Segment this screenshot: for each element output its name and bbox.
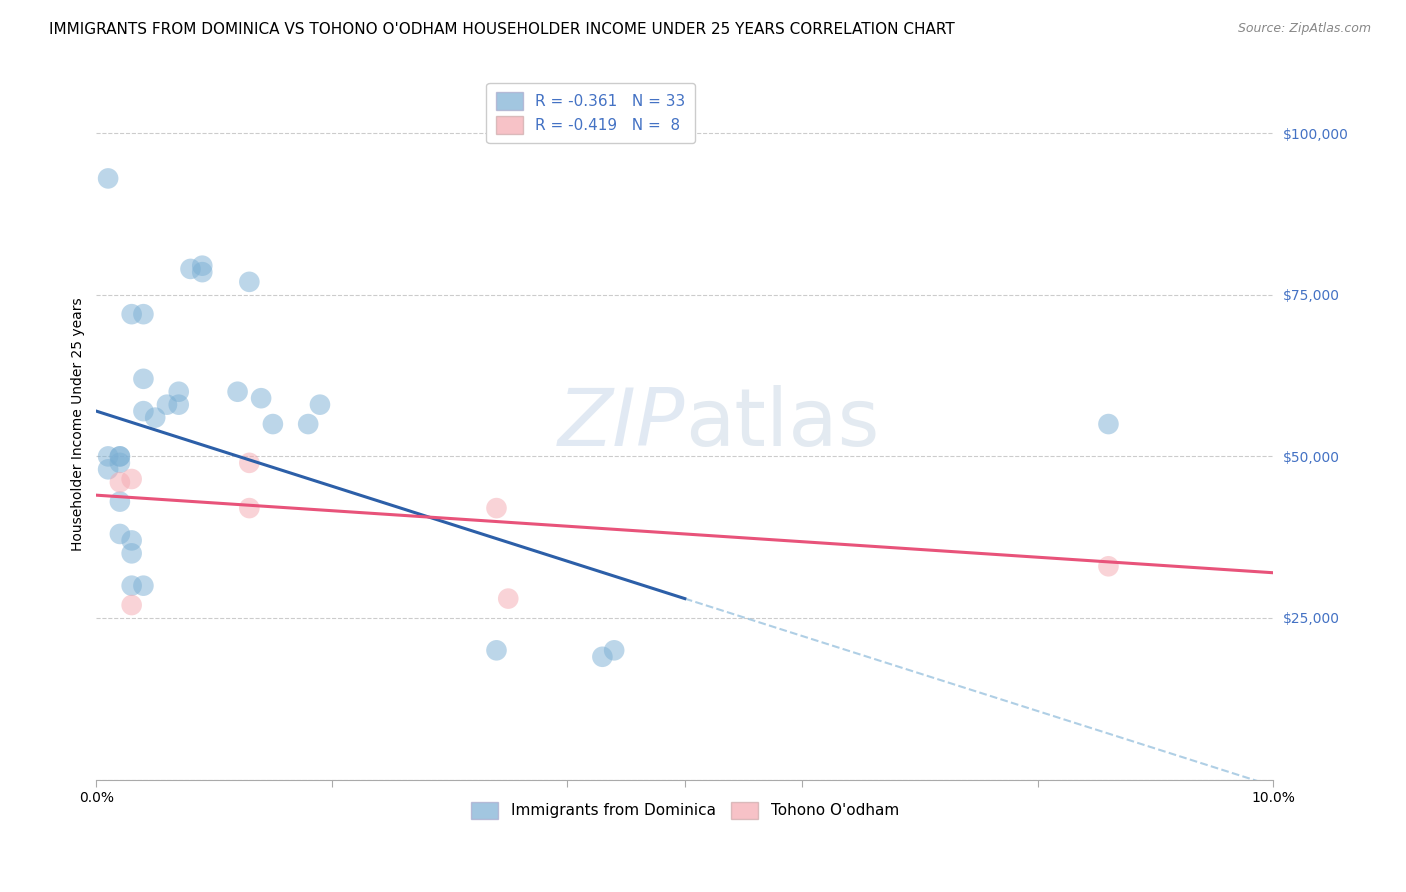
Point <box>121 307 143 321</box>
Text: atlas: atlas <box>685 385 879 463</box>
Point <box>108 450 131 464</box>
Point <box>121 598 143 612</box>
Point <box>121 579 143 593</box>
Point <box>108 475 131 490</box>
Point <box>132 372 155 386</box>
Point <box>591 649 613 664</box>
Point <box>309 398 332 412</box>
Text: IMMIGRANTS FROM DOMINICA VS TOHONO O'ODHAM HOUSEHOLDER INCOME UNDER 25 YEARS COR: IMMIGRANTS FROM DOMINICA VS TOHONO O'ODH… <box>49 22 955 37</box>
Point <box>167 384 190 399</box>
Point <box>121 472 143 486</box>
Point <box>238 275 260 289</box>
Point <box>238 501 260 516</box>
Point <box>132 307 155 321</box>
Point <box>1097 559 1119 574</box>
Point <box>191 265 214 279</box>
Point <box>191 259 214 273</box>
Point <box>121 533 143 548</box>
Point <box>132 404 155 418</box>
Point <box>226 384 249 399</box>
Point <box>132 579 155 593</box>
Text: ZIP: ZIP <box>557 385 685 463</box>
Point <box>156 398 179 412</box>
Point <box>108 494 131 508</box>
Point <box>496 591 519 606</box>
Point <box>1097 417 1119 431</box>
Point <box>97 171 120 186</box>
Point <box>108 456 131 470</box>
Point <box>297 417 319 431</box>
Point <box>238 456 260 470</box>
Point <box>108 450 131 464</box>
Point <box>485 643 508 657</box>
Point <box>167 398 190 412</box>
Y-axis label: Householder Income Under 25 years: Householder Income Under 25 years <box>72 297 86 551</box>
Text: Source: ZipAtlas.com: Source: ZipAtlas.com <box>1237 22 1371 36</box>
Point <box>97 450 120 464</box>
Legend: Immigrants from Dominica, Tohono O'odham: Immigrants from Dominica, Tohono O'odham <box>465 796 905 825</box>
Point <box>262 417 284 431</box>
Point <box>179 261 201 276</box>
Point <box>108 527 131 541</box>
Point <box>603 643 626 657</box>
Point <box>97 462 120 476</box>
Point <box>250 391 273 405</box>
Point <box>143 410 166 425</box>
Point <box>485 501 508 516</box>
Point <box>121 546 143 560</box>
